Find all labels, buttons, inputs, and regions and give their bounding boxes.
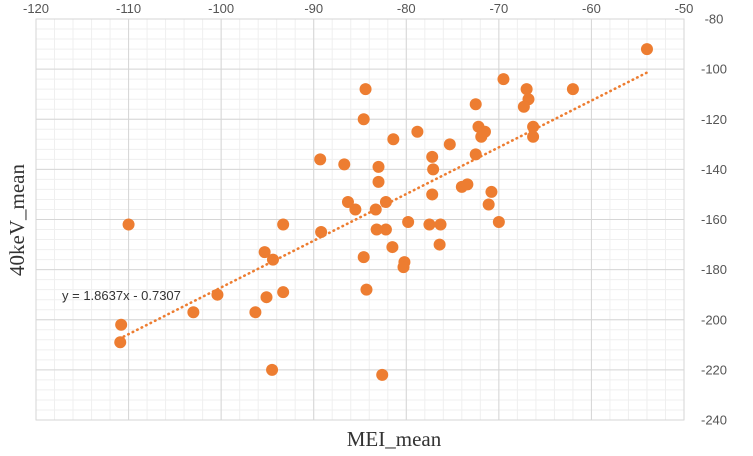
data-point [520,83,533,96]
data-point [258,246,271,259]
data-point [423,218,436,231]
y-axis-ticks: -80 -100 -120 -140 -160 -180 -200 -220 -240 [701,12,727,428]
data-point [379,223,392,236]
data-point [427,163,440,176]
x-tick-label: -120 [23,1,49,16]
y-tick-label: -220 [701,362,727,377]
data-point [314,153,327,166]
data-point [485,185,498,198]
data-point [338,158,351,171]
data-points [114,43,653,381]
data-point [260,291,273,304]
data-point [527,120,540,133]
data-point [372,175,385,188]
data-point [369,203,382,216]
data-point [387,133,400,146]
data-point [341,195,354,208]
data-point [360,283,373,296]
x-tick-label: -80 [397,1,416,16]
data-point [266,253,279,266]
y-tick-label: -180 [701,262,727,277]
data-point [469,98,482,111]
data-point [372,160,385,173]
data-point [386,241,399,254]
y-tick-label: -160 [701,212,727,227]
data-point [376,368,389,381]
data-point [426,150,439,163]
data-point [114,336,127,349]
data-point [461,178,474,191]
data-point [497,73,510,86]
data-point [315,226,328,239]
data-point [249,306,262,319]
data-point [277,218,290,231]
data-point [402,216,415,229]
data-point [640,43,653,56]
data-point [349,203,362,216]
data-point [433,238,446,251]
data-point [277,286,290,299]
y-tick-label: -80 [705,12,724,27]
data-point [492,216,505,229]
data-point [359,83,372,96]
data-point [357,251,370,264]
x-tick-label: -60 [582,1,601,16]
y-tick-label: -140 [701,162,727,177]
x-tick-label: -70 [489,1,508,16]
data-point [370,223,383,236]
data-point [482,198,495,211]
data-point [357,113,370,126]
data-point [475,130,488,143]
data-point [122,218,135,231]
data-point [411,125,424,138]
data-point [527,130,540,143]
y-tick-label: -200 [701,312,727,327]
data-point [434,218,447,231]
trendline-equation: y = 1.8637x - 0.7307 [62,288,181,303]
data-point [517,100,530,113]
data-point [397,261,410,274]
data-point [115,318,128,331]
x-axis-ticks: -120 -110 -100 -90 -80 -70 -60 -50 [23,1,693,16]
y-tick-label: -120 [701,112,727,127]
y-tick-label: -240 [701,413,727,428]
data-point [266,363,279,376]
x-tick-label: -90 [304,1,323,16]
y-tick-label: -100 [701,62,727,77]
y-axis-title: 40keV_mean [5,164,29,276]
data-point [469,148,482,161]
data-point [187,306,200,319]
data-point [211,288,224,301]
x-tick-label: -100 [208,1,234,16]
data-point [426,188,439,201]
data-point [379,195,392,208]
data-point [566,83,579,96]
data-point [443,138,456,151]
x-tick-label: -110 [116,1,141,16]
x-tick-label: -50 [675,1,694,16]
x-axis-title: MEI_mean [347,427,442,451]
